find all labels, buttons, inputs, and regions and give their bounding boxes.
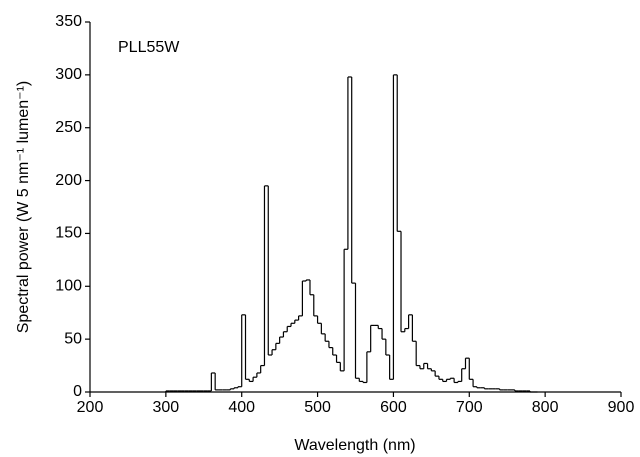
x-tick-label: 400 (228, 399, 255, 416)
x-tick-label: 900 (608, 399, 635, 416)
y-axis-label: Spectral power (W 5 nm⁻¹ lumen⁻¹) (15, 81, 32, 334)
annotation: PLL55W (118, 39, 180, 56)
y-tick-label: 250 (55, 119, 82, 136)
x-tick-label: 700 (456, 399, 483, 416)
x-tick-label: 200 (77, 399, 104, 416)
y-tick-label: 150 (55, 225, 82, 242)
x-tick-label: 600 (380, 399, 407, 416)
x-tick-label: 800 (532, 399, 559, 416)
x-tick-label: 500 (304, 399, 331, 416)
y-tick-label: 50 (64, 330, 82, 347)
x-tick-label: 300 (153, 399, 180, 416)
y-tick-label: 300 (55, 66, 82, 83)
x-axis-label: Wavelength (nm) (294, 437, 415, 454)
y-tick-label: 200 (55, 172, 82, 189)
y-tick-label: 100 (55, 278, 82, 295)
y-tick-label: 0 (73, 383, 82, 400)
y-tick-label: 350 (55, 13, 82, 30)
